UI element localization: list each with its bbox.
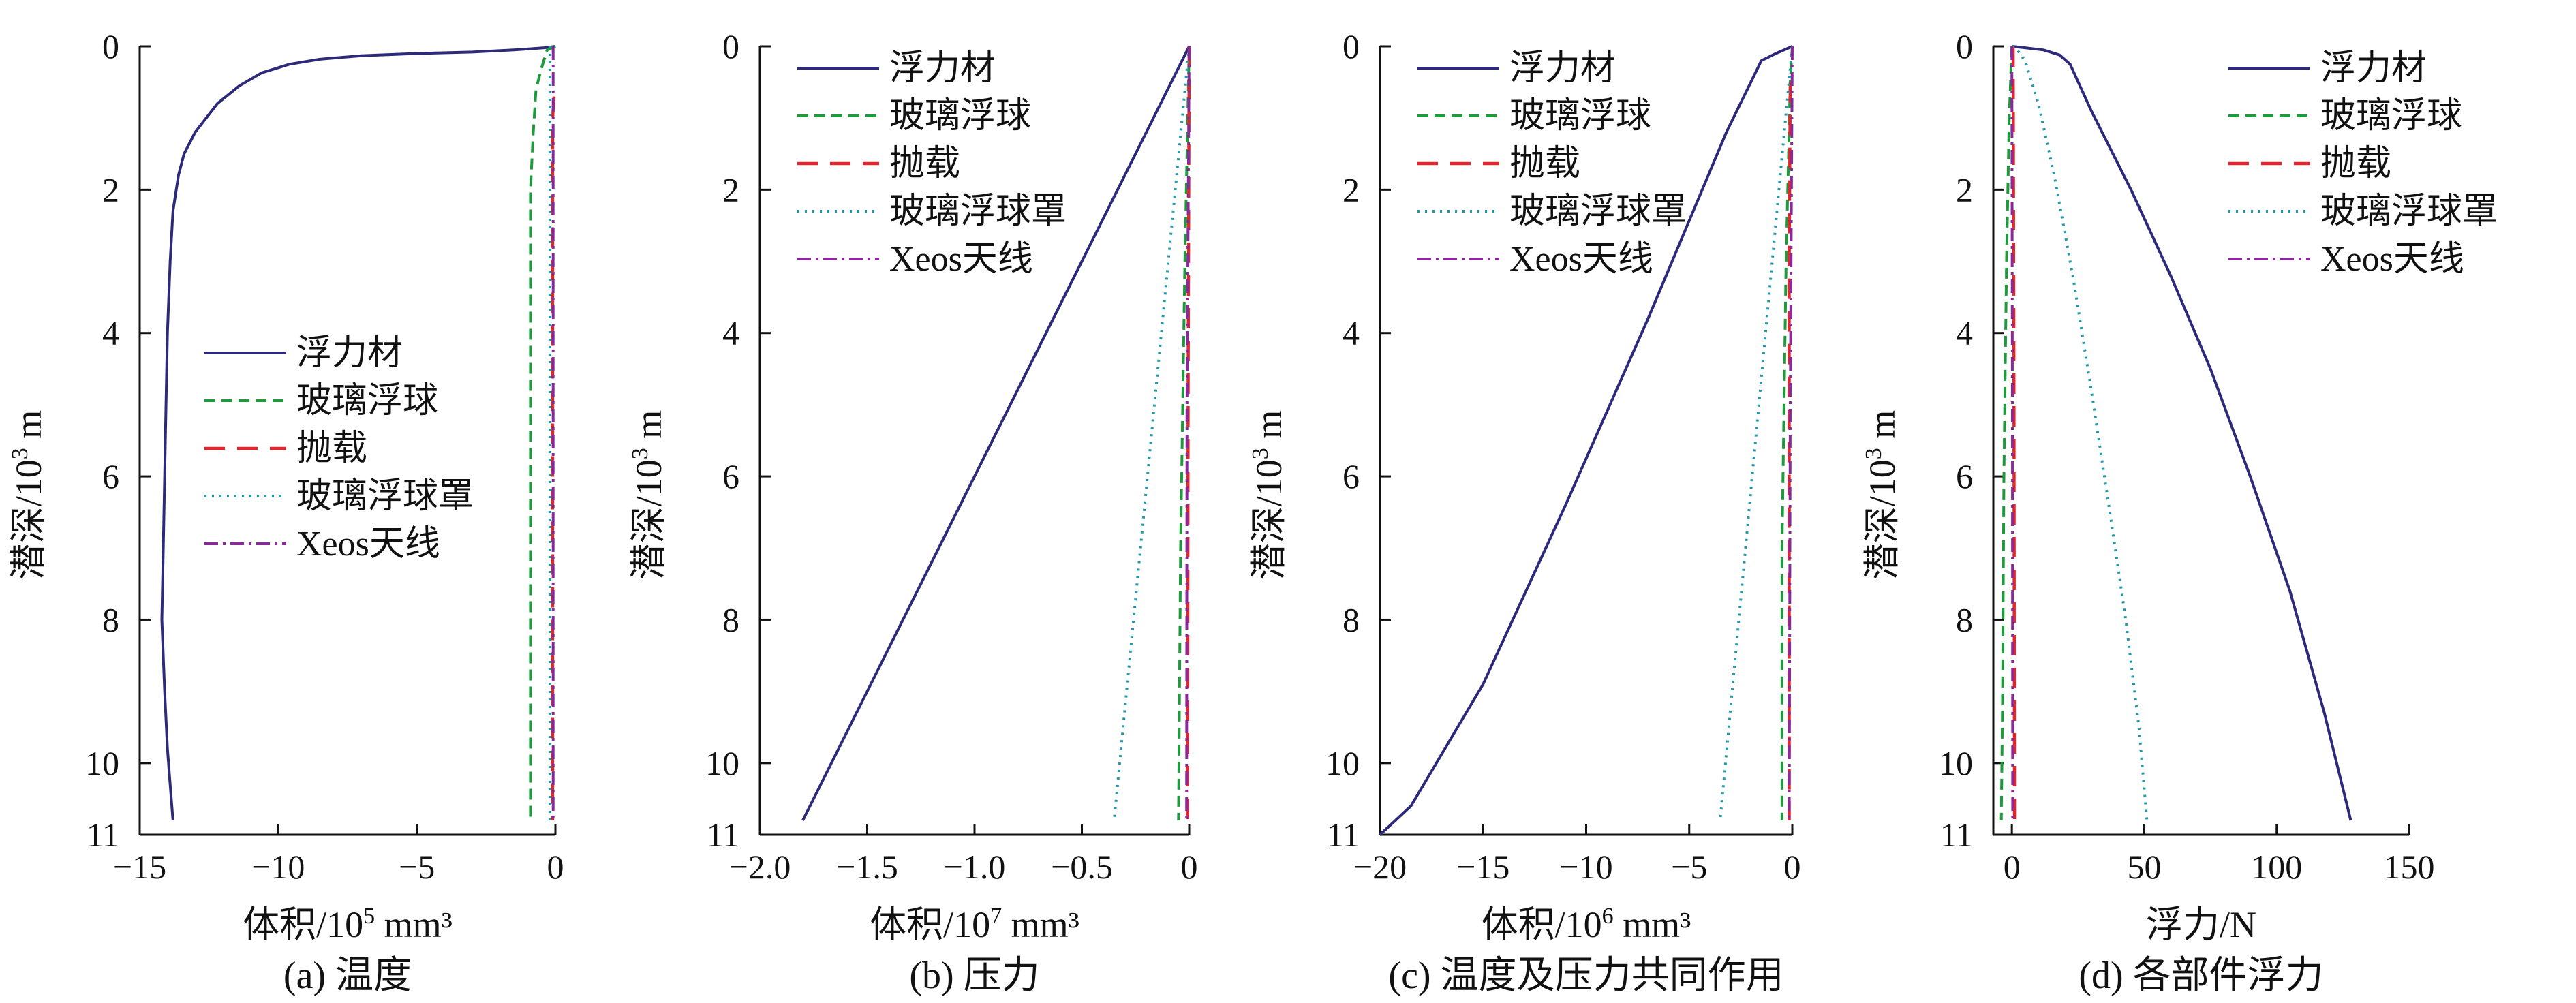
x-tick-label: −5 [399, 848, 435, 886]
y-tick-label: 8 [722, 600, 739, 638]
x-tick-label: −10 [251, 848, 305, 886]
legend-label: 浮力材 [1509, 49, 1616, 88]
y-tick-label: 2 [102, 170, 119, 209]
legend-label: 抛载 [296, 429, 367, 468]
y-tick-label: 6 [722, 457, 739, 495]
y-tick-label: 2 [1343, 170, 1360, 209]
x-axis-label: 体积/105 mm³ [243, 904, 453, 945]
legend-label: Xeos天线 [296, 525, 440, 564]
y-tick-label: 11 [1940, 816, 1973, 854]
legend-label: 玻璃浮球罩 [1509, 192, 1687, 231]
x-tick-label: −0.5 [1051, 848, 1113, 886]
series-line-foam [1379, 45, 1793, 836]
x-tick-label: 0 [2004, 848, 2021, 886]
x-axis-label: 体积/107 mm³ [870, 904, 1079, 945]
x-tick-label: −2.0 [729, 848, 791, 886]
y-tick-label: 10 [85, 744, 119, 782]
y-tick-label: 11 [707, 816, 739, 854]
legend-label: Xeos天线 [1509, 240, 1653, 279]
panel-caption: (a) 温度 [283, 955, 412, 997]
legend-label: 浮力材 [2320, 49, 2427, 88]
x-tick-label: −1.0 [944, 848, 1006, 886]
y-tick-label: 10 [1325, 744, 1360, 782]
series-line-glass_ball [1177, 46, 1191, 821]
y-tick-label: 0 [722, 27, 739, 65]
y-tick-label: 6 [1343, 457, 1360, 495]
legend-label: 玻璃浮球罩 [2320, 192, 2498, 231]
x-tick-label: 100 [2251, 848, 2302, 886]
legend-label: 抛载 [1509, 144, 1580, 183]
chart-panel-4: 0 50 100 150024681011浮力材玻璃浮球抛载玻璃浮球罩Xeos天线浮力… [1861, 27, 2498, 997]
legend-label: 玻璃浮球 [2320, 97, 2462, 136]
x-axis-label: 体积/106 mm³ [1482, 904, 1691, 945]
y-axis-label: 潜深/103 m [628, 410, 669, 581]
x-tick-label: −10 [1559, 848, 1612, 886]
x-tick-label: −1.5 [836, 848, 898, 886]
series-line-foam [160, 45, 556, 821]
y-tick-label: 6 [102, 457, 119, 495]
legend-label: 玻璃浮球 [296, 382, 438, 420]
series-line-ballast [1186, 46, 1191, 821]
y-tick-label: 0 [1343, 27, 1360, 65]
x-tick-label: −15 [113, 848, 166, 886]
series-line-foam [2011, 45, 2352, 821]
x-tick-label: 0 [547, 848, 564, 886]
x-tick-label: 0 [1784, 848, 1801, 886]
y-tick-label: 4 [1956, 314, 1973, 352]
y-axis-label: 潜深/103 m [1248, 410, 1289, 581]
y-tick-label: 4 [722, 314, 739, 352]
x-tick-label: 50 [2127, 848, 2161, 886]
x-tick-label: −20 [1353, 848, 1407, 886]
legend-label: 玻璃浮球 [889, 97, 1031, 136]
y-tick-label: 0 [1956, 27, 1973, 65]
y-tick-label: 11 [1327, 816, 1360, 854]
panel-caption: (b) 压力 [909, 955, 1039, 997]
y-axis-label: 潜深/103 m [7, 410, 49, 581]
y-tick-label: 11 [87, 816, 119, 854]
legend-label: 玻璃浮球 [1509, 97, 1651, 136]
panel-caption: (d) 各部件浮力 [2079, 955, 2323, 997]
y-tick-label: 6 [1956, 457, 1973, 495]
legend-label: 玻璃浮球罩 [889, 192, 1067, 231]
x-axis-label: 浮力/N [2146, 904, 2256, 945]
y-tick-label: 2 [722, 170, 739, 209]
legend-label: 抛载 [889, 144, 960, 183]
y-tick-label: 8 [1956, 600, 1973, 638]
legend-label: 玻璃浮球罩 [296, 477, 474, 516]
y-tick-label: 4 [1343, 314, 1360, 352]
series-line-glass_cover [2011, 45, 2149, 821]
series-line-glass_cover [1112, 46, 1191, 821]
x-tick-label: 150 [2384, 848, 2435, 886]
legend-label: 浮力材 [296, 334, 403, 373]
y-axis-label: 潜深/103 m [1861, 410, 1903, 581]
series-line-ballast [1788, 82, 1792, 820]
y-tick-label: 4 [102, 314, 119, 352]
legend-label: 抛载 [2320, 144, 2391, 183]
y-tick-label: 8 [102, 600, 119, 638]
legend-label: Xeos天线 [2320, 240, 2464, 279]
y-tick-label: 10 [1939, 744, 1973, 782]
series-line-ballast [2011, 46, 2017, 821]
chart-panel-2: −2.0 −1.5 −1.0 −0.5 0 0 2 4 6 8 10 11 浮力材玻璃浮球抛载玻璃浮球罩… [628, 27, 1198, 997]
x-tick-label: −5 [1671, 848, 1707, 886]
series-line-glass_ball [1999, 46, 2014, 821]
series-line-foam [801, 46, 1191, 821]
series-line-glass_ball [529, 45, 556, 820]
x-tick-label: −15 [1456, 848, 1509, 886]
legend-label: Xeos天线 [889, 240, 1033, 279]
y-tick-label: 2 [1956, 170, 1973, 209]
x-tick-label: 0 [1181, 848, 1198, 886]
legend-label: 浮力材 [889, 49, 996, 88]
y-tick-label: 8 [1343, 600, 1360, 638]
y-tick-label: 0 [102, 27, 119, 65]
y-tick-label: 10 [705, 744, 739, 782]
panel-caption: (c) 温度及压力共同作用 [1388, 955, 1783, 997]
